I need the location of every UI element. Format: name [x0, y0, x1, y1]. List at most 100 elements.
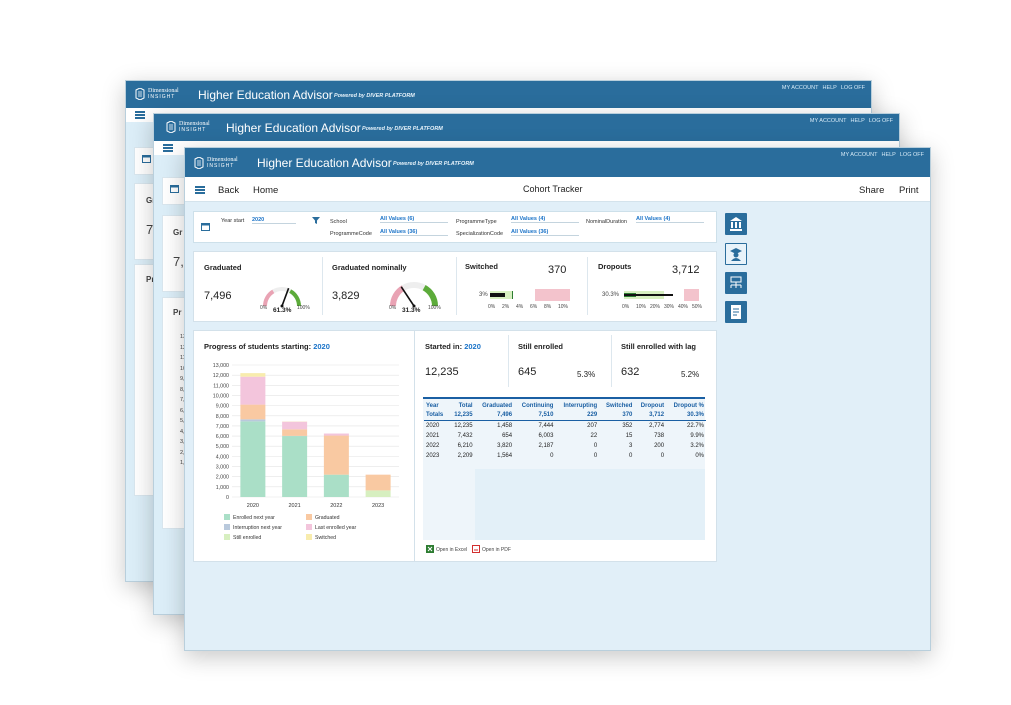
school-label: School — [330, 219, 347, 225]
column-header: Year — [426, 402, 439, 409]
y-tick-label: 1,000 — [216, 485, 229, 491]
programme-type-field[interactable]: All Values (4) — [511, 216, 579, 223]
tick-label: 0% — [622, 304, 630, 310]
log-off-link[interactable]: LOG OFF — [899, 152, 924, 158]
y-tick-label: 7, — [180, 397, 185, 403]
programme-type-label: ProgrammeType — [456, 219, 497, 225]
main-window: Dimensional INSIGHT Higher Education Adv… — [184, 147, 931, 651]
gauge-band — [390, 285, 406, 307]
chart-title: Pr — [173, 308, 182, 317]
student-button[interactable] — [725, 243, 747, 265]
bar-segment — [240, 373, 266, 377]
pdf-icon[interactable] — [472, 545, 480, 553]
my-account-link[interactable]: MY ACCOUNT — [809, 118, 847, 124]
y-tick-label: 13, — [180, 332, 188, 343]
menu-icon[interactable] — [195, 186, 205, 194]
institution-button[interactable] — [725, 213, 747, 235]
excel-icon[interactable] — [426, 545, 434, 553]
legend-swatch — [224, 524, 230, 530]
home-button[interactable]: Home — [253, 185, 279, 196]
help-link[interactable]: HELP — [850, 118, 865, 124]
legend-swatch — [306, 514, 312, 520]
log-off-link[interactable]: LOG OFF — [868, 118, 893, 124]
table-cell: 12,235 — [448, 410, 475, 421]
table-cell: 2023 — [426, 453, 440, 459]
y-tick-label: 1, — [180, 460, 185, 466]
programme-code-label: ProgrammeCode — [330, 231, 372, 237]
menu-icon[interactable] — [135, 111, 145, 119]
table-cell: 12,235 — [454, 423, 473, 429]
legend-swatch — [306, 534, 312, 540]
column-header: Dropout — [640, 402, 665, 409]
open-in-pdf-link[interactable]: Open in PDF — [482, 547, 511, 553]
table-cell: 7,444 — [538, 423, 554, 429]
y-tick-label: 3, — [180, 439, 185, 445]
bank-icon — [730, 217, 742, 231]
y-tick-label: 2,000 — [216, 475, 229, 481]
year-start-field[interactable]: 2020 — [252, 217, 296, 224]
print-button[interactable]: Print — [899, 185, 919, 196]
y-tick-label: 9, — [180, 376, 185, 382]
bar-segment — [282, 429, 308, 436]
report-button[interactable] — [725, 301, 747, 323]
legend-label: Last enrolled year — [315, 525, 357, 531]
graduated-nominally-value: 3,829 — [332, 290, 360, 302]
table-cell: 0 — [593, 443, 598, 449]
table-cell: 3,820 — [497, 443, 513, 449]
filter-icon[interactable] — [312, 217, 320, 224]
y-tick-label: 5,000 — [216, 444, 229, 450]
still-enrolled-lag-label: Still enrolled with lag — [621, 342, 697, 351]
gauge-min: 0% — [389, 305, 397, 311]
y-tick-label: 8, — [180, 386, 185, 393]
help-link[interactable]: HELP — [822, 85, 837, 91]
log-off-link[interactable]: LOG OFF — [840, 85, 865, 91]
nominal-duration-field[interactable]: All Values (4) — [636, 216, 704, 223]
x-tick-label: 2021 — [289, 503, 301, 509]
dropouts-title: Dropouts — [598, 262, 632, 271]
table-cell: 3.2% — [690, 443, 704, 449]
gauge-max: 100% — [297, 305, 310, 311]
tick-label: 30% — [664, 304, 675, 310]
account-links: MY ACCOUNT HELP LOG OFF — [837, 152, 924, 158]
programme-button[interactable] — [725, 272, 747, 294]
my-account-link[interactable]: MY ACCOUNT — [781, 85, 819, 91]
legend-swatch — [224, 534, 230, 540]
table-cell: Totals — [424, 410, 449, 421]
tick-label: 10% — [558, 304, 569, 310]
year-start-label: Year start — [221, 218, 245, 224]
table-row: 2023 2,209 1,564 0 0 0 0 0% — [424, 451, 706, 461]
back-button[interactable]: Back — [218, 185, 240, 196]
y-tick-label: 12,000 — [213, 373, 229, 379]
bar-segment — [365, 474, 391, 491]
gauge-max: 100% — [428, 305, 441, 311]
help-link[interactable]: HELP — [881, 152, 896, 158]
gauge-band — [263, 289, 275, 307]
table-cell: 3,712 — [634, 410, 667, 421]
specialization-code-field[interactable]: All Values (36) — [511, 229, 579, 236]
table-cell: 207 — [587, 423, 598, 429]
table-cell: 22.7% — [686, 423, 704, 429]
my-account-link[interactable]: MY ACCOUNT — [840, 152, 878, 158]
legend-label: Switched — [315, 535, 336, 541]
kpi-title: Gr — [146, 196, 156, 205]
table-cell: 2021 — [426, 433, 440, 439]
x-tick-label: 2020 — [247, 503, 259, 509]
graduated-title: Graduated — [204, 263, 242, 272]
page-title: Cohort Tracker — [523, 184, 583, 194]
chart-title: Progress of students starting: 2020 — [204, 342, 330, 351]
share-button[interactable]: Share — [859, 185, 885, 196]
open-in-excel-link[interactable]: Open in Excel — [436, 547, 468, 553]
menu-icon[interactable] — [163, 144, 173, 152]
y-tick-label: 12, — [180, 343, 188, 354]
table-cell: 0 — [550, 453, 554, 459]
table-cell: 1,458 — [497, 423, 513, 429]
programme-code-field[interactable]: All Values (36) — [380, 229, 448, 236]
calendar-icon — [201, 223, 210, 231]
gauge-hub — [280, 304, 284, 308]
still-enrolled-value: 645 — [518, 366, 537, 378]
school-field[interactable]: All Values (6) — [380, 216, 448, 223]
table-cell: 654 — [502, 433, 513, 439]
table-cell: 1,564 — [497, 453, 513, 459]
legend-label: Interruption next year — [233, 525, 282, 531]
tick-label: 20% — [650, 304, 661, 310]
